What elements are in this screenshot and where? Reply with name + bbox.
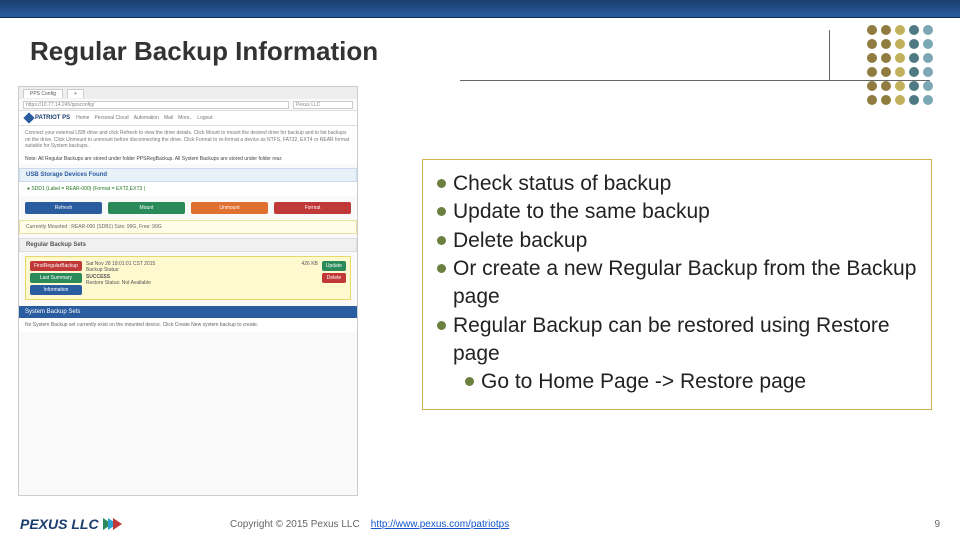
device-label: SDD1 (Label = REAR-000) (Format = EXT2,E… bbox=[31, 186, 145, 192]
footer-company: PEXUS LLC bbox=[20, 516, 99, 532]
horizontal-rule bbox=[460, 80, 930, 81]
backup-left-buttons: FirstRegularBackup Last Summary Informat… bbox=[30, 261, 82, 295]
backup-row: FirstRegularBackup Last Summary Informat… bbox=[25, 256, 351, 300]
app-screenshot: PPS Config + https://10.77.14.245/ppscon… bbox=[18, 86, 358, 496]
system-sets-note: No System Backup set currently exist on … bbox=[19, 318, 357, 332]
note-text: Note: All Regular Backups are stored und… bbox=[19, 154, 357, 164]
app-nav: HomePersonal CloudAutomationMailMore..Lo… bbox=[76, 115, 212, 121]
usb-section-title: USB Storage Devices Found bbox=[19, 168, 357, 182]
browser-tabs: PPS Config + bbox=[19, 87, 357, 99]
slide-footer: PEXUS LLC Copyright © 2015 Pexus LLC htt… bbox=[0, 516, 960, 532]
backup-details: Sat Nov 28 18:01:01 CST 2015 Backup Stat… bbox=[86, 261, 298, 287]
footer-page-number: 9 bbox=[934, 519, 940, 530]
last-summary-button: Last Summary bbox=[30, 273, 82, 283]
browser-tab: PPS Config bbox=[23, 89, 63, 98]
restore-status: Restore Status: Not Available bbox=[86, 280, 298, 287]
browser-urlbar: https://10.77.14.245/ppsconfig/ Pexus LL… bbox=[19, 99, 357, 111]
footer-center: Copyright © 2015 Pexus LLC http://www.pe… bbox=[230, 519, 509, 530]
backup-right-buttons: Update Delete bbox=[322, 261, 346, 283]
device-entry: ● SDD1 (Label = REAR-000) (Format = EXT2… bbox=[19, 182, 357, 196]
format-button: Format bbox=[274, 202, 351, 214]
information-button: Information bbox=[30, 285, 82, 295]
footer-logo: PEXUS LLC bbox=[0, 516, 118, 532]
logo-text: PATRIOT PS bbox=[35, 115, 70, 121]
action-buttons: Refresh Mount Unmount Format bbox=[19, 196, 357, 220]
backup-file-badge: FirstRegularBackup bbox=[30, 261, 82, 271]
system-sets-title: System Backup Sets bbox=[19, 306, 357, 318]
mount-button: Mount bbox=[108, 202, 185, 214]
bullets-box: Check status of backupUpdate to the same… bbox=[422, 159, 932, 410]
refresh-button: Refresh bbox=[25, 202, 102, 214]
app-logo: PATRIOT PS bbox=[25, 114, 70, 122]
mounted-status: Currently Mounted : REAR-000 (SDB1) Size… bbox=[19, 220, 357, 234]
regular-sets-title: Regular Backup Sets bbox=[19, 238, 357, 252]
app-header: PATRIOT PS HomePersonal CloudAutomationM… bbox=[19, 111, 357, 126]
footer-link[interactable]: http://www.pexus.com/patriotps bbox=[371, 519, 509, 530]
search-field: Pexus LLC bbox=[293, 101, 353, 109]
footer-copyright: Copyright © 2015 Pexus LLC bbox=[230, 519, 360, 530]
logo-icon bbox=[23, 112, 34, 123]
instructions-text: Connect your external USB drive and clic… bbox=[19, 126, 357, 154]
update-button: Update bbox=[322, 261, 346, 271]
top-bar bbox=[0, 0, 960, 18]
browser-tab-new: + bbox=[67, 89, 84, 98]
decorative-dots bbox=[867, 25, 935, 107]
footer-chevrons bbox=[103, 518, 118, 530]
slide-title: Regular Backup Information bbox=[0, 18, 960, 73]
unmount-button: Unmount bbox=[191, 202, 268, 214]
delete-button: Delete bbox=[322, 273, 346, 283]
backup-size: 426 KB bbox=[301, 261, 317, 267]
vertical-rule bbox=[829, 30, 830, 80]
url-field: https://10.77.14.245/ppsconfig/ bbox=[23, 101, 289, 109]
